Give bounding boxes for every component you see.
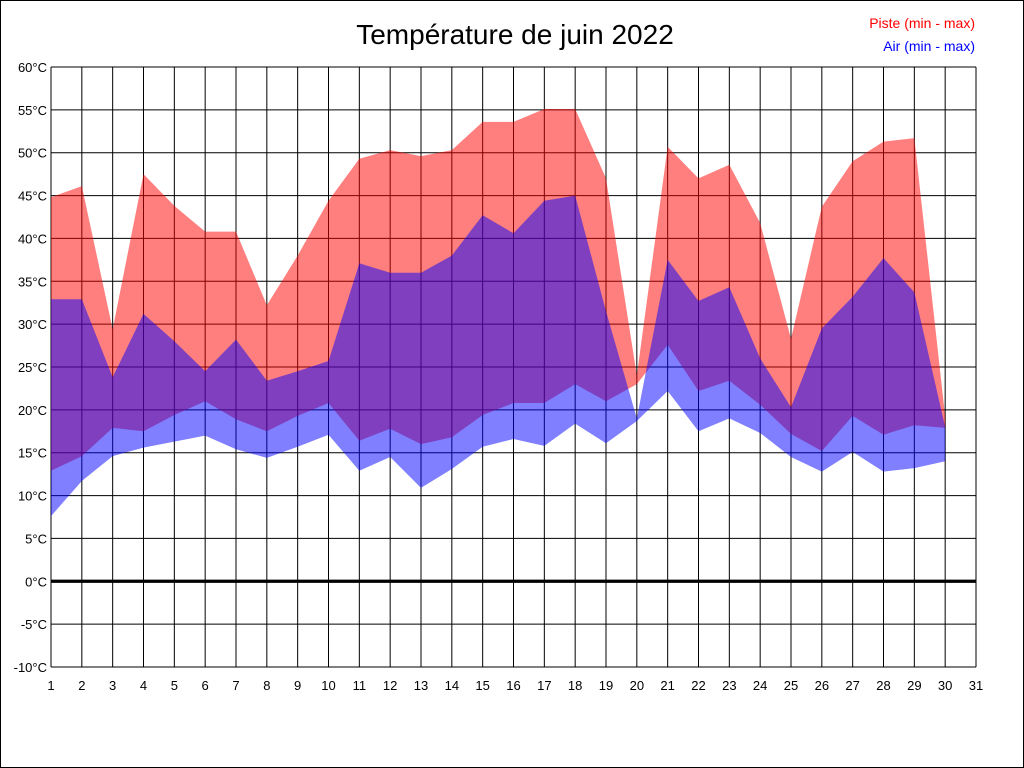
x-tick-label: 19 <box>599 678 613 693</box>
y-tick-label: 55°C <box>18 103 47 118</box>
y-tick-label: -10°C <box>14 660 47 675</box>
y-tick-label: 0°C <box>25 574 47 589</box>
x-tick-label: 21 <box>660 678 674 693</box>
area-air <box>51 195 946 517</box>
x-tick-label: 17 <box>537 678 551 693</box>
y-tick-label: 50°C <box>18 146 47 161</box>
x-tick-label: 28 <box>876 678 890 693</box>
x-tick-label: 26 <box>815 678 829 693</box>
x-tick-label: 4 <box>140 678 147 693</box>
x-tick-label: 25 <box>784 678 798 693</box>
x-tick-label: 6 <box>202 678 209 693</box>
x-tick-label: 3 <box>109 678 116 693</box>
legend-air: Air (min - max) <box>883 38 975 54</box>
x-tick-label: 10 <box>321 678 335 693</box>
x-tick-label: 5 <box>171 678 178 693</box>
x-tick-label: 12 <box>383 678 397 693</box>
y-tick-label: 25°C <box>18 360 47 375</box>
x-tick-label: 9 <box>294 678 301 693</box>
x-tick-label: 29 <box>907 678 921 693</box>
y-tick-label: 60°C <box>18 60 47 75</box>
x-tick-label: 7 <box>232 678 239 693</box>
y-tick-label: 40°C <box>18 231 47 246</box>
y-tick-label: 5°C <box>25 531 47 546</box>
y-tick-label: 35°C <box>18 274 47 289</box>
y-tick-label: 15°C <box>18 446 47 461</box>
legend-piste: Piste (min - max) <box>869 15 975 31</box>
x-tick-label: 14 <box>445 678 459 693</box>
x-tick-label: 30 <box>938 678 952 693</box>
y-tick-label: -5°C <box>21 617 47 632</box>
y-tick-label: 45°C <box>18 189 47 204</box>
x-tick-label: 13 <box>414 678 428 693</box>
x-tick-label: 18 <box>568 678 582 693</box>
x-tick-label: 23 <box>722 678 736 693</box>
x-tick-label: 24 <box>753 678 767 693</box>
x-tick-label: 31 <box>969 678 983 693</box>
x-tick-label: 27 <box>845 678 859 693</box>
x-tick-label: 1 <box>47 678 54 693</box>
x-tick-label: 15 <box>475 678 489 693</box>
chart-title: Température de juin 2022 <box>356 19 674 50</box>
x-tick-label: 16 <box>506 678 520 693</box>
y-tick-label: 10°C <box>18 489 47 504</box>
x-tick-label: 22 <box>691 678 705 693</box>
x-tick-label: 11 <box>353 678 367 693</box>
x-tick-label: 20 <box>630 678 644 693</box>
y-tick-label: 30°C <box>18 317 47 332</box>
y-tick-label: 20°C <box>18 403 47 418</box>
x-tick-label: 2 <box>78 678 85 693</box>
x-tick-label: 8 <box>263 678 270 693</box>
